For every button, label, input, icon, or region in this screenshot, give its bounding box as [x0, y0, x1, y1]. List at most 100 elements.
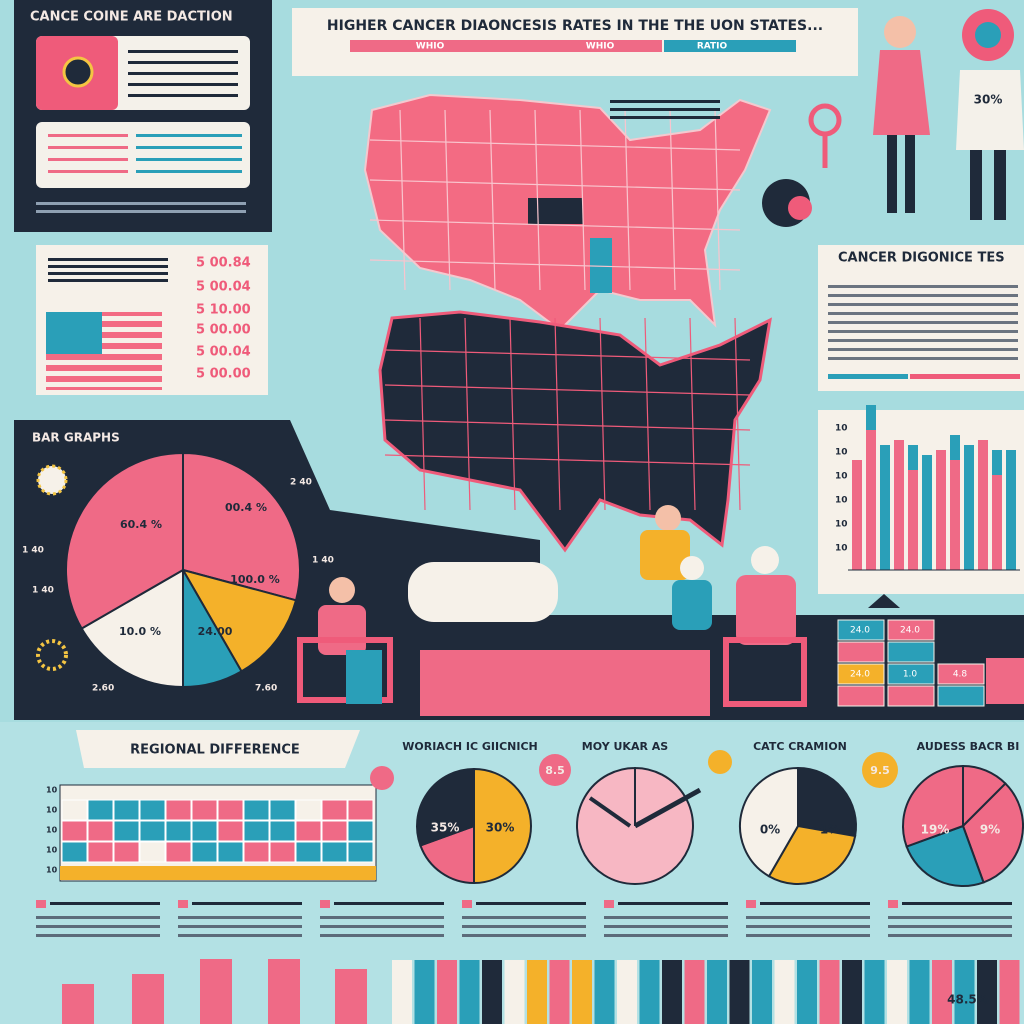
bar	[62, 984, 94, 1024]
heat-cell	[191, 799, 218, 821]
triangle	[868, 594, 900, 608]
bar	[774, 960, 795, 1024]
text-line	[828, 339, 1018, 342]
text-line	[888, 916, 1012, 919]
side-label: 7.60	[255, 684, 277, 694]
row-tag	[746, 900, 756, 908]
pie-slice	[473, 767, 532, 885]
heat-cell	[295, 841, 322, 863]
person-head	[751, 546, 779, 574]
text-line	[178, 934, 302, 937]
bar	[482, 960, 502, 1024]
person-legs	[346, 650, 382, 704]
heat-cell	[191, 841, 218, 863]
pie-title: CATC CRAMION	[753, 740, 847, 753]
pie-label: 35%	[431, 821, 460, 835]
box-label: 1.0	[903, 670, 918, 680]
row-tag	[178, 900, 188, 908]
text-line	[136, 134, 242, 137]
text-line	[48, 258, 168, 261]
map-border	[444, 109, 451, 291]
y-label: 10	[835, 424, 848, 434]
text-line	[178, 925, 302, 928]
box	[937, 663, 985, 685]
figure-leg	[887, 135, 897, 213]
bar	[459, 960, 480, 1024]
bar	[549, 960, 570, 1024]
side-label: 1 40	[32, 586, 54, 596]
text-line	[828, 348, 1018, 351]
text-line	[828, 312, 1018, 315]
heat-cell	[321, 799, 348, 821]
heat-cell	[139, 820, 166, 842]
text-line	[902, 902, 1012, 905]
figure-body	[873, 50, 930, 135]
bar	[936, 450, 946, 570]
bar-top	[908, 445, 918, 470]
map-border	[369, 219, 741, 231]
pie-label: 100.0 %	[230, 573, 280, 586]
bar	[617, 960, 637, 1024]
text-line	[888, 934, 1012, 937]
text-line	[36, 202, 246, 205]
flag-stripe	[102, 316, 162, 321]
text-line	[746, 925, 870, 928]
y-label: 10	[46, 866, 58, 875]
pink-strip	[420, 650, 710, 716]
box-label: 24.0	[900, 626, 920, 636]
badge	[862, 752, 898, 788]
map-border	[384, 349, 751, 361]
box	[887, 685, 935, 707]
text-line	[828, 285, 1018, 288]
map-border	[369, 139, 741, 151]
heat-cell	[243, 841, 270, 863]
text-line	[192, 902, 302, 905]
map-dark	[378, 310, 772, 553]
chair	[297, 637, 393, 703]
row-tag	[462, 900, 472, 908]
map-border	[384, 384, 751, 396]
card	[36, 122, 250, 188]
bar-top	[992, 450, 1002, 475]
stat-value: 5 10.00	[196, 303, 251, 318]
top-panel	[14, 0, 272, 232]
bar	[954, 960, 975, 1024]
badge	[708, 750, 732, 774]
y-label: 10	[835, 448, 848, 458]
text-line	[604, 916, 728, 919]
text-line	[48, 279, 168, 282]
bar	[268, 959, 300, 1024]
heat-cell	[269, 820, 296, 842]
pie-slice	[576, 766, 694, 885]
text-line	[462, 925, 586, 928]
bar	[978, 440, 988, 570]
heat-cell	[113, 820, 140, 842]
heat-axis	[60, 866, 376, 880]
bar	[964, 445, 974, 570]
box	[837, 641, 885, 663]
badge-label: 8.5	[545, 764, 565, 777]
text-line	[610, 100, 720, 103]
text-line	[36, 210, 246, 213]
map-state	[528, 198, 583, 224]
banner-title: HIGHER CANCER DIAONCESIS RATES IN THE TH…	[327, 18, 823, 34]
y-label: 10	[835, 472, 848, 482]
text-line	[128, 72, 238, 75]
pie-slice	[961, 782, 1024, 884]
text-line	[128, 94, 238, 97]
heat-cell	[243, 820, 270, 842]
pie-slice	[905, 824, 985, 887]
box-label: 24.0	[850, 626, 870, 636]
map-border	[599, 317, 606, 511]
text-line	[128, 83, 238, 86]
bar	[729, 960, 750, 1024]
info-title: CANCER DIGONICE TES	[838, 251, 1005, 266]
text-line	[746, 916, 870, 919]
box	[837, 619, 885, 641]
tag-bar	[350, 40, 662, 52]
flag-stripe	[46, 360, 162, 365]
heat-cell	[191, 820, 218, 842]
map-state	[590, 238, 612, 293]
text-line	[136, 158, 242, 161]
